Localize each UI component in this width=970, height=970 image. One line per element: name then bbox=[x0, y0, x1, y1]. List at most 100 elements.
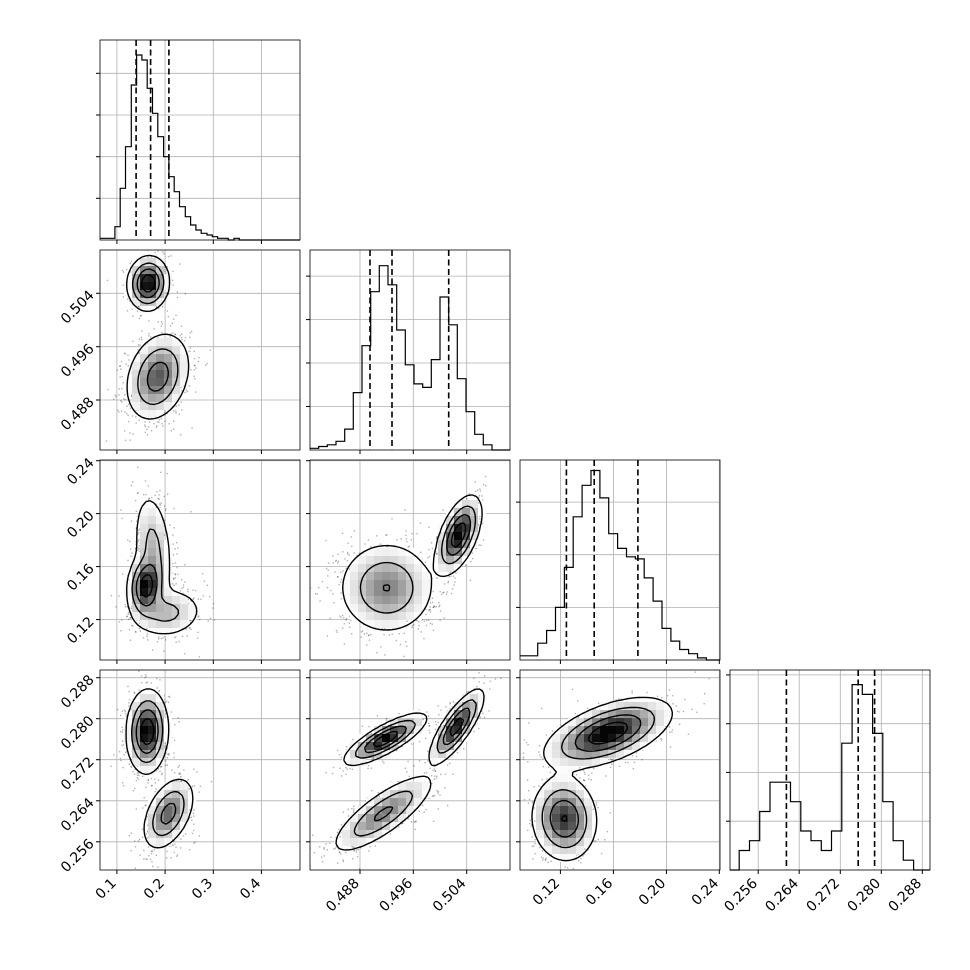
density-cell bbox=[148, 596, 156, 604]
sample-point bbox=[171, 838, 173, 841]
sample-point bbox=[194, 391, 197, 393]
sample-point bbox=[174, 636, 176, 639]
sample-point bbox=[129, 439, 131, 441]
sample-point bbox=[141, 338, 143, 341]
sample-point bbox=[127, 685, 129, 688]
density-cell bbox=[156, 838, 164, 846]
sample-point bbox=[184, 564, 186, 566]
density-cell bbox=[140, 742, 148, 750]
density-cell bbox=[148, 564, 156, 572]
density-cell bbox=[164, 354, 172, 362]
sample-point bbox=[105, 440, 108, 442]
sample-point bbox=[180, 336, 183, 339]
sample-point bbox=[179, 334, 181, 337]
density-cell bbox=[164, 556, 172, 564]
sample-point bbox=[163, 650, 165, 652]
sample-point bbox=[159, 489, 161, 492]
sample-point bbox=[179, 847, 182, 849]
sample-point bbox=[155, 306, 157, 308]
sample-point bbox=[129, 407, 132, 409]
sample-point bbox=[180, 780, 183, 782]
sample-point bbox=[203, 580, 206, 582]
sample-point bbox=[174, 562, 177, 564]
y-tick-label: 0.496 bbox=[58, 341, 98, 381]
density-cell bbox=[156, 394, 164, 402]
sample-point bbox=[139, 622, 141, 624]
contour-level bbox=[131, 262, 179, 406]
sample-point bbox=[122, 382, 124, 384]
sample-point bbox=[161, 773, 163, 776]
sample-point bbox=[201, 572, 204, 575]
sample-point bbox=[185, 833, 187, 835]
sample-point bbox=[187, 590, 189, 593]
sample-point bbox=[158, 494, 160, 496]
sample-point bbox=[151, 785, 153, 787]
sample-point bbox=[169, 524, 171, 526]
sample-point bbox=[110, 765, 112, 768]
density-cell bbox=[156, 822, 164, 830]
sample-point bbox=[137, 466, 139, 468]
sample-point bbox=[172, 562, 174, 565]
sample-point bbox=[125, 715, 128, 717]
sample-point bbox=[132, 481, 134, 483]
sample-point bbox=[121, 517, 123, 520]
sample-point bbox=[129, 617, 132, 619]
density-cell bbox=[156, 580, 164, 588]
sample-point bbox=[134, 692, 136, 694]
histogram-panel bbox=[726, 669, 931, 871]
density-cell bbox=[164, 274, 172, 282]
sample-point bbox=[162, 637, 164, 639]
sample-point bbox=[134, 768, 136, 770]
sample-point bbox=[157, 321, 159, 323]
sample-point bbox=[120, 410, 123, 412]
sample-point bbox=[172, 844, 174, 847]
density-cell bbox=[140, 508, 148, 516]
sample-point bbox=[142, 637, 145, 639]
sample-point bbox=[163, 519, 166, 521]
sample-point bbox=[158, 498, 160, 500]
sample-point bbox=[156, 678, 158, 680]
sample-point bbox=[164, 746, 166, 748]
sample-point bbox=[189, 347, 192, 349]
density-cell bbox=[164, 378, 172, 386]
sample-point bbox=[124, 439, 127, 442]
y-tick-label: 0.24 bbox=[64, 455, 97, 488]
density-cell bbox=[172, 790, 180, 798]
density-cell bbox=[156, 532, 164, 540]
panel-frame bbox=[729, 669, 931, 871]
sample-point bbox=[116, 369, 118, 371]
sample-point bbox=[106, 279, 109, 282]
sample-point bbox=[134, 787, 136, 790]
sample-point bbox=[146, 628, 148, 630]
sample-point bbox=[173, 752, 175, 754]
sample-point bbox=[144, 424, 146, 426]
sample-point bbox=[159, 504, 161, 506]
sample-point bbox=[150, 850, 153, 852]
sample-point bbox=[165, 508, 167, 510]
sample-point bbox=[126, 405, 128, 407]
sample-point bbox=[159, 503, 161, 505]
sample-point bbox=[115, 396, 117, 398]
density-cell bbox=[164, 282, 172, 290]
scatter-panel bbox=[99, 249, 301, 451]
sample-point bbox=[138, 670, 140, 672]
sample-point bbox=[127, 298, 129, 300]
panel-frame bbox=[99, 249, 301, 451]
sample-point bbox=[119, 365, 122, 367]
sample-point bbox=[163, 525, 166, 527]
sample-point bbox=[125, 363, 127, 365]
sample-point bbox=[154, 251, 156, 254]
density-cell bbox=[148, 766, 156, 774]
sample-point bbox=[164, 270, 166, 273]
density-cell bbox=[132, 362, 140, 370]
sample-point bbox=[148, 498, 151, 500]
sample-point bbox=[122, 766, 124, 769]
sample-point bbox=[122, 784, 125, 787]
sample-point bbox=[137, 778, 140, 780]
sample-point bbox=[146, 858, 148, 861]
density-cell bbox=[164, 798, 172, 806]
sample-point bbox=[122, 271, 125, 273]
sample-point bbox=[173, 420, 175, 422]
sample-point bbox=[124, 430, 126, 432]
sample-point bbox=[132, 340, 134, 343]
